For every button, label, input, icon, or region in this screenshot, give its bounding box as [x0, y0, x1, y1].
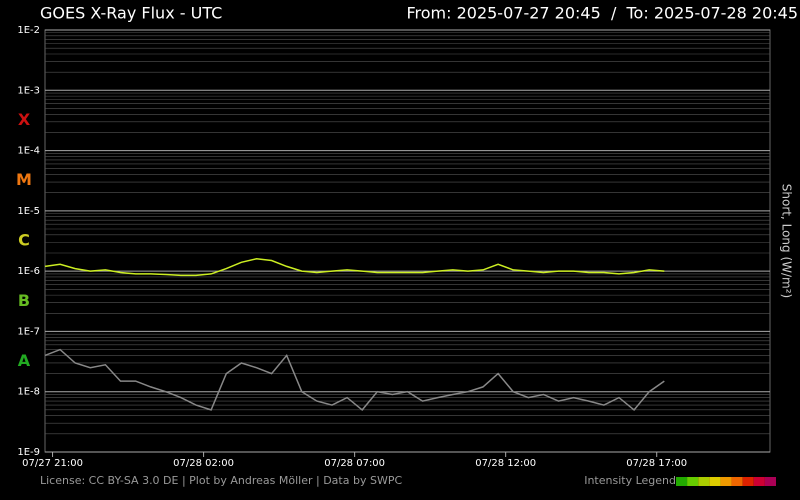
intensity-swatch	[764, 477, 776, 486]
y-tick-label: 1E-7	[17, 326, 40, 337]
series-line	[44, 348, 665, 411]
flare-class-label: M	[16, 170, 32, 189]
x-tick-label: 07/28 07:00	[324, 458, 385, 469]
y-tick-label: 1E-3	[17, 85, 40, 96]
intensity-swatch	[709, 477, 721, 486]
y-tick-label: 1E-4	[17, 146, 40, 157]
y-tick-label: 1E-9	[17, 447, 40, 458]
y-axis-label: Short, Long (W/m²)	[780, 184, 794, 298]
flare-class-label: A	[18, 351, 31, 370]
x-tick-label: 07/28 02:00	[173, 458, 234, 469]
footer: License: CC BY-SA 3.0 DE | Plot by Andre…	[40, 474, 402, 487]
intensity-swatch	[698, 477, 710, 486]
x-tick-label: 07/28 17:00	[626, 458, 687, 469]
chart-subtitle: From: 2025-07-27 20:45 / To: 2025-07-28 …	[406, 4, 798, 23]
y-tick-label: 1E-2	[17, 25, 40, 36]
intensity-swatch	[720, 477, 732, 486]
flare-class-label: X	[18, 110, 31, 129]
x-tick-label: 07/28 12:00	[475, 458, 536, 469]
series-line	[44, 258, 665, 277]
intensity-swatch	[687, 477, 699, 486]
x-tick-label: 07/27 21:00	[22, 458, 83, 469]
y-tick-label: 1E-8	[17, 387, 40, 398]
y-tick-label: 1E-5	[17, 206, 40, 217]
intensity-swatch	[676, 477, 688, 486]
intensity-legend-label: Intensity Legend	[584, 474, 676, 487]
intensity-swatch	[731, 477, 743, 486]
flare-class-label: C	[18, 231, 30, 250]
chart-title: GOES X-Ray Flux - UTC	[40, 4, 222, 23]
intensity-swatch	[742, 477, 754, 486]
flare-class-label: B	[18, 291, 30, 310]
intensity-swatch	[753, 477, 765, 486]
y-tick-label: 1E-6	[17, 266, 40, 277]
